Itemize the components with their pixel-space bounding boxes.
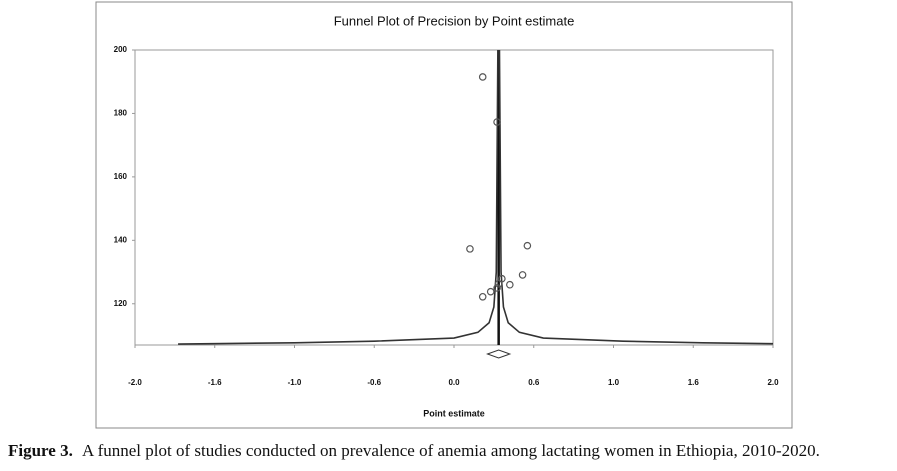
x-tick-label: 1.6 <box>688 378 700 387</box>
study-point <box>486 287 495 296</box>
caption-label: Figure 3. <box>8 441 73 460</box>
study-point <box>493 118 501 126</box>
x-tick-label: 0.6 <box>528 378 540 387</box>
study-point <box>493 284 501 292</box>
x-tick-label: 0.0 <box>448 378 460 387</box>
x-axis-label: Point estimate <box>423 408 485 418</box>
x-tick-label: -2.0 <box>128 378 142 387</box>
x-tick-label: 1.0 <box>608 378 620 387</box>
y-tick-label: 160 <box>114 172 128 181</box>
y-tick-label: 180 <box>114 109 128 118</box>
y-tick-label: 200 <box>114 45 128 54</box>
study-point <box>494 279 503 288</box>
x-tick-label: -0.6 <box>367 378 381 387</box>
y-tick-label: 120 <box>114 299 128 308</box>
study-point <box>518 271 527 279</box>
study-point <box>506 280 514 289</box>
study-point <box>466 245 474 253</box>
study-point <box>523 241 532 250</box>
study-point <box>478 73 487 81</box>
study-point <box>478 292 487 301</box>
x-tick-label: 2.0 <box>767 378 779 387</box>
summary-diamond <box>486 349 512 359</box>
x-tick-label: -1.0 <box>288 378 302 387</box>
plot-area <box>134 49 774 346</box>
chart-title: Funnel Plot of Precision by Point estima… <box>334 13 575 28</box>
caption-text: A funnel plot of studies conducted on pr… <box>82 441 820 460</box>
y-tick-label: 140 <box>114 235 128 244</box>
x-tick-label: -1.6 <box>208 378 222 387</box>
